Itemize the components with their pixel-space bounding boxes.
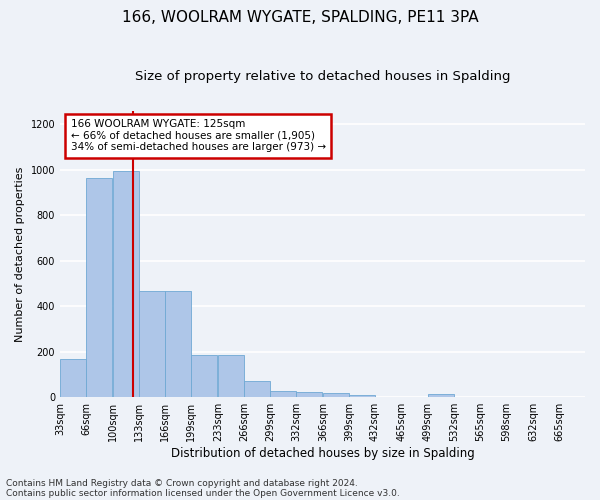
Bar <box>60 358 86 397</box>
Y-axis label: Number of detached properties: Number of detached properties <box>15 166 25 342</box>
Bar <box>165 290 191 397</box>
Bar <box>270 391 296 397</box>
Text: Contains public sector information licensed under the Open Government Licence v3: Contains public sector information licen… <box>6 488 400 498</box>
Bar <box>244 381 270 397</box>
Text: Contains HM Land Registry data © Crown copyright and database right 2024.: Contains HM Land Registry data © Crown c… <box>6 478 358 488</box>
Bar <box>113 171 139 397</box>
Text: 166 WOOLRAM WYGATE: 125sqm
← 66% of detached houses are smaller (1,905)
34% of s: 166 WOOLRAM WYGATE: 125sqm ← 66% of deta… <box>71 119 326 152</box>
X-axis label: Distribution of detached houses by size in Spalding: Distribution of detached houses by size … <box>170 447 475 460</box>
Bar <box>218 355 244 397</box>
Bar <box>86 178 112 397</box>
Bar <box>323 393 349 397</box>
Bar <box>139 290 165 397</box>
Text: 166, WOOLRAM WYGATE, SPALDING, PE11 3PA: 166, WOOLRAM WYGATE, SPALDING, PE11 3PA <box>122 10 478 25</box>
Bar <box>349 395 375 397</box>
Bar <box>191 355 217 397</box>
Bar <box>296 392 322 397</box>
Title: Size of property relative to detached houses in Spalding: Size of property relative to detached ho… <box>135 70 510 83</box>
Bar <box>428 394 454 397</box>
